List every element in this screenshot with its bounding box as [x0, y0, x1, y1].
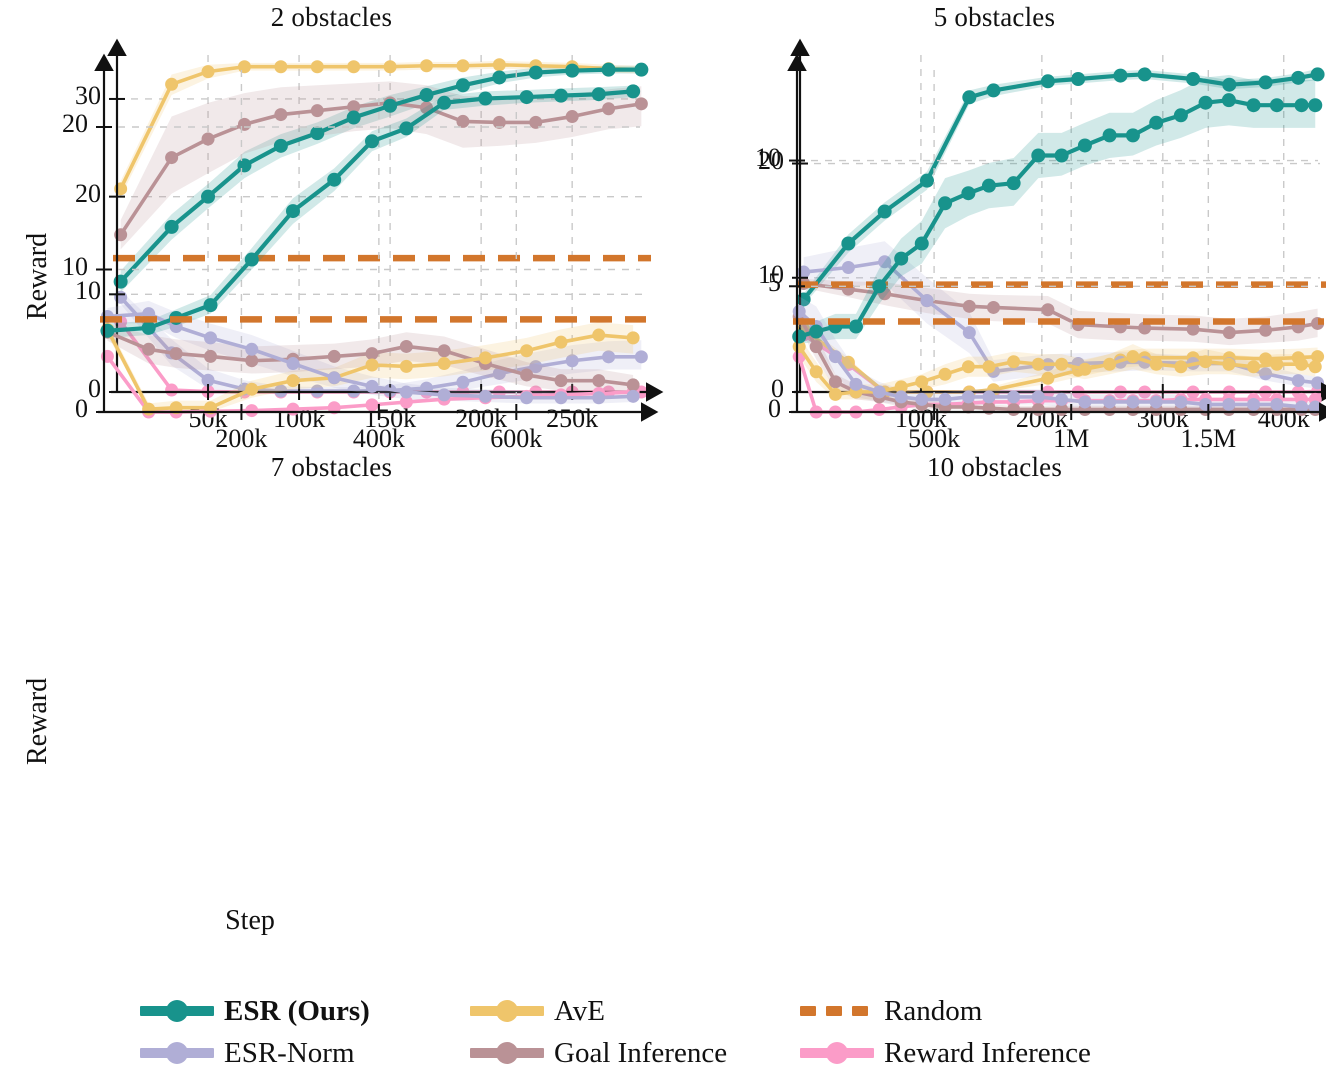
legend-label: Reward Inference — [884, 1036, 1091, 1069]
series-lines — [792, 93, 1323, 419]
plot-svg — [787, 53, 1326, 422]
x-tick-label: 500k — [908, 424, 961, 453]
y-tick-label: 20 — [62, 109, 88, 138]
legend-line-marker-swatch-icon — [800, 1041, 874, 1065]
y-tick-label: 5 — [768, 268, 781, 298]
y-tick-label: 0 — [768, 394, 781, 423]
y-tick-label: 20 — [75, 178, 101, 208]
x-tick-label: 200k — [455, 404, 508, 433]
panel-title: 7 obstacles — [270, 452, 393, 482]
plot-svg — [94, 53, 659, 422]
y-tick-label: 10 — [758, 259, 784, 289]
legend-label: AvE — [554, 994, 606, 1027]
x-axis-label: Step — [225, 905, 275, 936]
y-tick-label: 10 — [62, 251, 88, 281]
plot-area — [0, 53, 663, 950]
legend-random[interactable]: Random — [800, 995, 1200, 1028]
legend-label: Random — [884, 994, 983, 1027]
legend-line-marker-swatch-icon — [140, 1041, 214, 1065]
gridlines — [104, 70, 640, 412]
panel-7-obstacles: 7 obstacles Reward Step 0 10 20 200k 400k 600… — [0, 53, 663, 950]
x-tick-label: 200k — [215, 424, 268, 453]
x-tick-label: 250k — [546, 404, 599, 433]
legend-esr-norm[interactable]: ESR-Norm — [140, 1037, 470, 1070]
y-tick-label: 0 — [88, 374, 101, 403]
y-tick-label: 10 — [75, 276, 101, 306]
y-tick-label: 10 — [755, 142, 781, 172]
legend-reward-inference[interactable]: Reward Inference — [800, 1037, 1200, 1070]
x-tick-label: 600k — [490, 424, 543, 453]
legend-ave[interactable]: AvE — [470, 995, 800, 1028]
panel-title: 10 obstacles — [926, 452, 1063, 482]
y-tick-label: 0 — [75, 394, 88, 423]
legend-label: ESR (Ours) — [224, 994, 370, 1027]
plot-area — [0, 0, 664, 450]
legend-line-marker-swatch-icon — [470, 999, 544, 1023]
panel-5-obstacles: 5 obstacles 0 10 20 100k 200k 300k 400k — [663, 0, 1326, 450]
x-tick-label: 400k — [352, 424, 405, 453]
legend-line-marker-swatch-icon — [470, 1041, 544, 1065]
legend-goal-inference[interactable]: Goal Inference — [470, 1037, 800, 1070]
x-tick-label: 1M — [1053, 424, 1090, 453]
x-tick-label: 1.5M — [1180, 424, 1237, 453]
plot-area — [663, 53, 1326, 950]
legend-dashed-swatch-icon — [800, 999, 874, 1023]
legend-label: Goal Inference — [554, 1036, 728, 1069]
legend: ESR (Ours) AvE Random ESR-Norm Goal Inferenc… — [0, 990, 1326, 1073]
y-tick-label: 30 — [75, 80, 101, 110]
panel-title: 5 obstacles — [933, 2, 1056, 32]
legend-line-marker-swatch-icon — [140, 999, 214, 1023]
plot-svg — [107, 38, 664, 402]
legend-grid: ESR (Ours) AvE Random ESR-Norm Goal Inferenc… — [140, 990, 1290, 1074]
y-tick-label: 20 — [758, 145, 784, 175]
legend-label: ESR-Norm — [224, 1036, 355, 1069]
panel-2-obstacles: 2 obstacles Reward 0 10 20 30 50k 100k 150k 200… — [0, 0, 664, 450]
y-tick-label: 0 — [771, 374, 784, 403]
panel-title: 2 obstacles — [270, 2, 393, 32]
legend-esr-ours[interactable]: ESR (Ours) — [140, 995, 470, 1028]
